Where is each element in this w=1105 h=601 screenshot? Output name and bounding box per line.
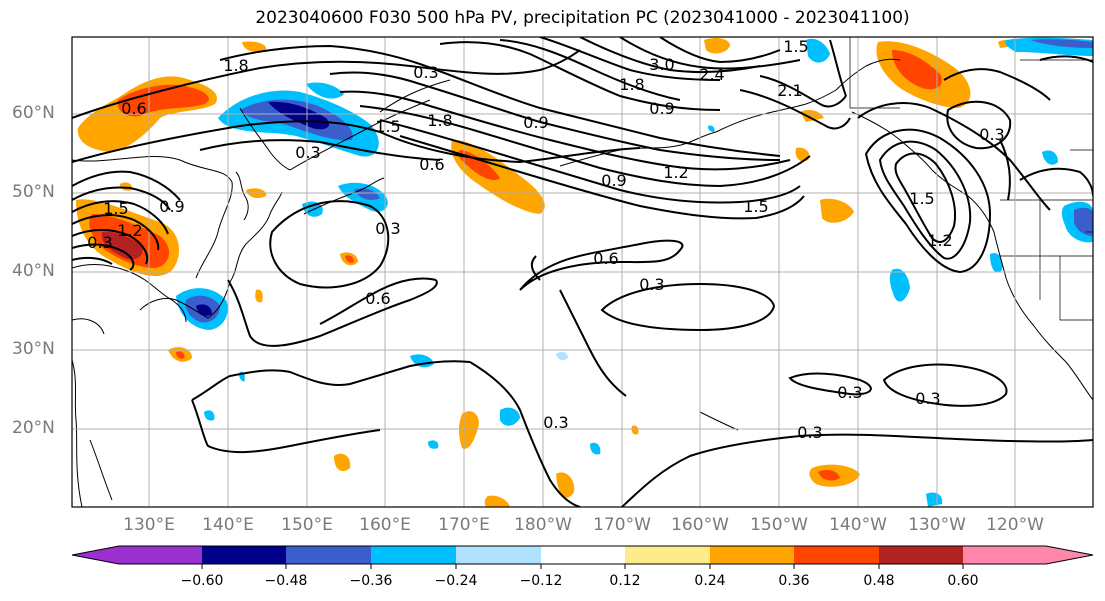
contour-label: 0.3: [375, 219, 400, 238]
contour-label: 0.3: [979, 125, 1004, 144]
lat-label-60n: 60°N: [12, 103, 55, 123]
contour-label: 0.3: [87, 233, 112, 252]
colorbar-tick-label: 0.48: [863, 573, 895, 589]
colorbar-tick-label: 0.36: [778, 573, 810, 589]
map-title: 2023040600 F030 500 hPa PV, precipitatio…: [255, 8, 910, 28]
contour-label: 0.3: [837, 383, 862, 402]
lon-label-130w: 130°W: [908, 515, 966, 535]
lon-label-170w: 170°W: [593, 515, 651, 535]
colorbar-tick-label: −0.24: [434, 573, 478, 589]
coastlines: [72, 58, 1093, 507]
contour-label: 0.6: [593, 249, 618, 268]
lon-label-130e: 130°E: [123, 515, 175, 535]
colorbar-segment: [794, 546, 879, 564]
lon-label-150w: 150°W: [750, 515, 808, 535]
contour-label: 1.5: [743, 197, 768, 216]
precipitation-shading: [76, 37, 1093, 507]
lon-label-170e: 170°E: [438, 515, 490, 535]
lon-label-140w: 140°W: [829, 515, 887, 535]
lat-label-30n: 30°N: [12, 339, 55, 359]
colorbar: [71, 545, 1094, 569]
colorbar-segment: [202, 546, 286, 564]
colorbar-segment: [119, 546, 202, 564]
contour-label: 0.9: [523, 113, 548, 132]
contour-label: 1.2: [927, 231, 952, 250]
colorbar-tick-label: −0.12: [519, 573, 563, 589]
contour-label: 1.8: [223, 56, 248, 75]
pv-contour-labels: 1.8 0.3 0.6 1.5 0.3 1.8 0.9 0.6 1.2 1.5 …: [87, 37, 1004, 442]
contour-label: 3.0: [649, 55, 674, 74]
colorbar-tick-label: −0.48: [264, 573, 308, 589]
contour-label: 0.9: [601, 171, 626, 190]
colorbar-tick-label: −0.60: [180, 573, 224, 589]
pv-contours: [72, 37, 1093, 507]
contour-label: 1.2: [117, 221, 142, 240]
positive-precip-anomalies: [76, 38, 1014, 507]
contour-label: 1.5: [375, 117, 400, 136]
lon-label-140e: 140°E: [202, 515, 254, 535]
contour-label: 0.6: [121, 99, 146, 118]
colorbar-segment: [286, 546, 371, 564]
colorbar-segment: [456, 546, 541, 564]
colorbar-segment: [710, 546, 794, 564]
lat-label-20n: 20°N: [12, 418, 55, 438]
colorbar-segment: [879, 546, 963, 564]
lon-label-120w: 120°W: [986, 515, 1044, 535]
colorbar-segment: [625, 546, 710, 564]
negative-precip-anomalies: [176, 37, 1093, 507]
contour-label: 1.2: [663, 163, 688, 182]
lon-label-180w: 180°W: [514, 515, 572, 535]
colorbar-segment: [541, 546, 625, 564]
colorbar-segment: [1046, 546, 1093, 564]
lon-label-160e: 160°E: [359, 515, 411, 535]
colorbar-segment: [371, 546, 456, 564]
contour-label: 2.4: [699, 65, 724, 84]
lon-label-150e: 150°E: [281, 515, 333, 535]
map-frame: [71, 36, 1094, 508]
colorbar-segment: [963, 546, 1046, 564]
contour-label: 0.3: [413, 63, 438, 82]
colorbar-tick-label: 0.12: [609, 573, 641, 589]
contour-label: 0.6: [365, 289, 390, 308]
lat-label-40n: 40°N: [12, 261, 55, 281]
colorbar-tick-label: 0.60: [947, 573, 979, 589]
contour-label: 2.1: [777, 81, 802, 100]
lon-label-160w: 160°W: [671, 515, 729, 535]
colorbar-outline: [71, 545, 1094, 565]
contour-label: 0.3: [915, 389, 940, 408]
contour-label: 0.9: [159, 197, 184, 216]
colorbar-tick-label: 0.24: [694, 573, 726, 589]
contour-label: 0.3: [797, 423, 822, 442]
contour-label: 0.6: [419, 155, 444, 174]
graticule: [72, 37, 1093, 507]
contour-label: 0.3: [543, 413, 568, 432]
contour-label: 1.5: [103, 199, 128, 218]
contour-label: 1.5: [783, 37, 808, 56]
lat-label-50n: 50°N: [12, 182, 55, 202]
contour-label: 0.3: [295, 143, 320, 162]
contour-label: 1.8: [619, 75, 644, 94]
contour-label: 0.3: [639, 275, 664, 294]
contour-label: 1.8: [427, 111, 452, 130]
contour-label: 0.9: [649, 99, 674, 118]
contour-label: 1.5: [909, 189, 934, 208]
colorbar-tick-label: −0.36: [349, 573, 393, 589]
colorbar-segment: [72, 546, 119, 564]
